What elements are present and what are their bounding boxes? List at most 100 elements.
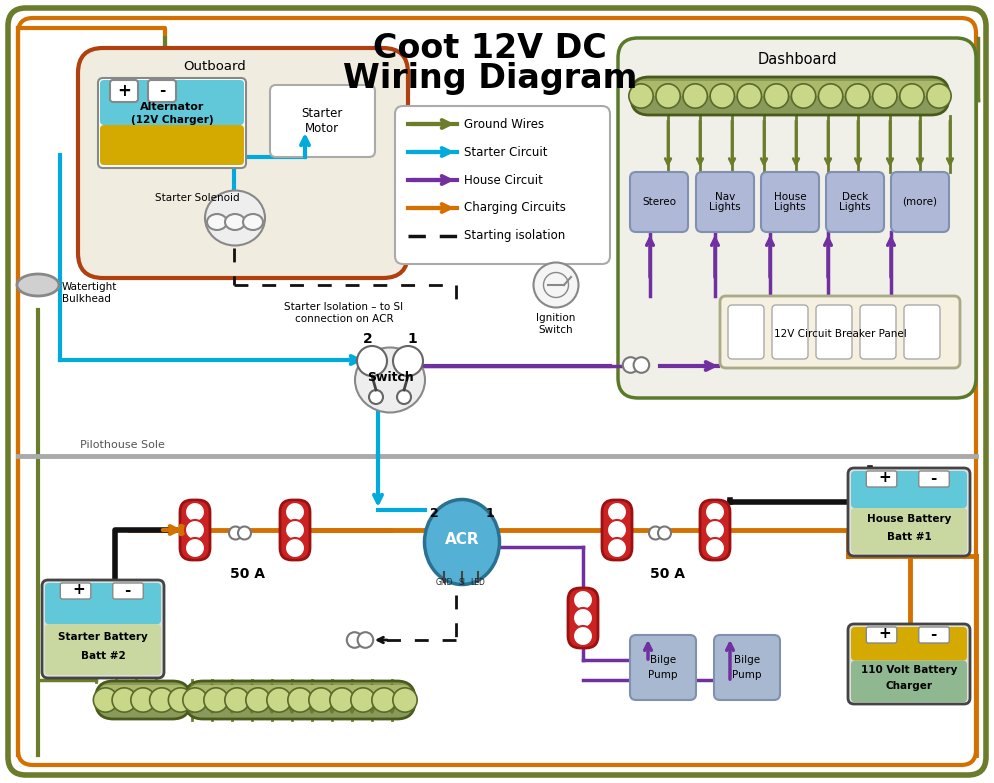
Circle shape (131, 687, 155, 713)
Circle shape (112, 687, 136, 713)
Text: +: + (117, 82, 131, 100)
Circle shape (649, 526, 662, 539)
FancyBboxPatch shape (635, 81, 945, 96)
Text: Lights: Lights (774, 203, 806, 212)
Text: (more): (more) (903, 197, 937, 207)
FancyBboxPatch shape (45, 583, 161, 624)
Text: Lights: Lights (839, 203, 871, 212)
Ellipse shape (424, 500, 500, 584)
Ellipse shape (393, 346, 423, 376)
FancyBboxPatch shape (904, 305, 940, 359)
Circle shape (238, 526, 251, 539)
Text: Bilge: Bilge (650, 655, 676, 665)
Text: 2: 2 (363, 332, 373, 346)
Circle shape (285, 502, 305, 522)
FancyBboxPatch shape (110, 80, 138, 102)
Text: Pump: Pump (648, 670, 678, 680)
FancyBboxPatch shape (860, 305, 896, 359)
Text: Starter Solenoid: Starter Solenoid (155, 193, 240, 203)
Circle shape (246, 687, 270, 713)
FancyBboxPatch shape (918, 627, 949, 643)
FancyBboxPatch shape (816, 305, 852, 359)
Circle shape (573, 590, 593, 610)
FancyBboxPatch shape (568, 588, 598, 648)
Circle shape (330, 687, 354, 713)
Text: Switch: Switch (367, 371, 414, 384)
Circle shape (900, 84, 924, 108)
Text: Dashboard: Dashboard (757, 52, 837, 67)
Circle shape (397, 390, 411, 404)
Text: Deck: Deck (842, 192, 868, 201)
Circle shape (705, 502, 725, 522)
Circle shape (347, 632, 363, 648)
Circle shape (710, 84, 735, 108)
FancyBboxPatch shape (848, 468, 970, 556)
FancyBboxPatch shape (848, 624, 970, 704)
Text: Pump: Pump (733, 670, 761, 680)
Ellipse shape (207, 214, 227, 230)
Ellipse shape (243, 214, 263, 230)
Text: 1: 1 (486, 507, 494, 520)
Circle shape (623, 357, 638, 373)
Circle shape (573, 626, 593, 646)
Text: Ground Wires: Ground Wires (464, 117, 544, 131)
FancyBboxPatch shape (918, 471, 949, 487)
FancyBboxPatch shape (61, 583, 90, 599)
Circle shape (791, 84, 816, 108)
Text: House: House (773, 192, 806, 201)
Circle shape (393, 687, 417, 713)
Circle shape (204, 687, 229, 713)
Text: Coot 12V DC: Coot 12V DC (373, 32, 607, 65)
Text: Starter Battery: Starter Battery (58, 632, 148, 642)
FancyBboxPatch shape (700, 500, 730, 560)
Circle shape (266, 687, 291, 713)
Circle shape (607, 520, 627, 540)
Text: (12V Charger): (12V Charger) (130, 115, 214, 125)
Circle shape (288, 687, 312, 713)
Ellipse shape (534, 262, 579, 308)
FancyBboxPatch shape (180, 500, 210, 560)
Text: ACR: ACR (444, 532, 479, 547)
FancyBboxPatch shape (95, 681, 191, 719)
FancyBboxPatch shape (602, 500, 632, 560)
FancyBboxPatch shape (851, 471, 967, 508)
FancyBboxPatch shape (630, 635, 696, 700)
Text: Outboard: Outboard (184, 60, 247, 73)
Text: House Battery: House Battery (867, 514, 951, 524)
Circle shape (607, 538, 627, 558)
Text: -: - (930, 471, 936, 485)
FancyBboxPatch shape (851, 661, 967, 702)
Circle shape (369, 390, 383, 404)
Text: Ignition
Switch: Ignition Switch (537, 313, 576, 334)
Ellipse shape (357, 346, 387, 376)
Circle shape (705, 538, 725, 558)
Ellipse shape (17, 274, 59, 296)
Text: LED: LED (470, 578, 485, 587)
FancyBboxPatch shape (45, 624, 161, 675)
Circle shape (656, 84, 680, 108)
Circle shape (683, 84, 708, 108)
Circle shape (358, 632, 373, 648)
Circle shape (738, 84, 761, 108)
Text: -: - (124, 583, 130, 597)
Circle shape (372, 687, 397, 713)
FancyBboxPatch shape (631, 77, 949, 115)
Text: Batt #1: Batt #1 (887, 532, 931, 542)
FancyBboxPatch shape (728, 305, 764, 359)
Circle shape (168, 687, 193, 713)
Text: +: + (73, 583, 84, 597)
FancyBboxPatch shape (851, 508, 967, 554)
Text: 12V Circuit Breaker Panel: 12V Circuit Breaker Panel (773, 329, 907, 339)
Text: -: - (159, 84, 165, 99)
FancyBboxPatch shape (78, 48, 408, 278)
FancyBboxPatch shape (867, 471, 897, 487)
Text: 50 A: 50 A (231, 567, 265, 581)
FancyBboxPatch shape (867, 627, 897, 643)
Circle shape (225, 687, 249, 713)
Text: Starter
Motor: Starter Motor (301, 107, 343, 135)
Text: 50 A: 50 A (650, 567, 686, 581)
Ellipse shape (205, 190, 265, 246)
Text: Nav: Nav (715, 192, 736, 201)
Circle shape (818, 84, 843, 108)
Text: House Circuit: House Circuit (464, 174, 543, 186)
